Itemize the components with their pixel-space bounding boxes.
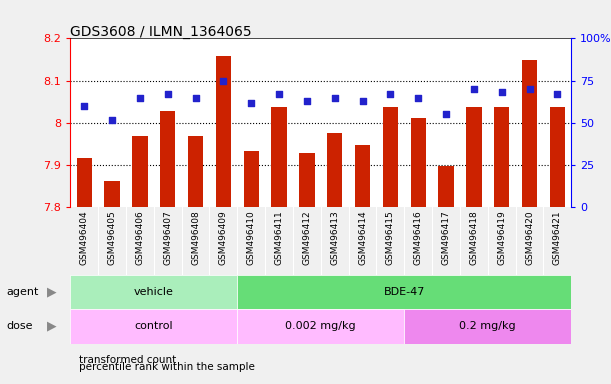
- Bar: [411, 118, 426, 207]
- Text: GDS3608 / ILMN_1364065: GDS3608 / ILMN_1364065: [70, 25, 252, 39]
- Text: 0.002 mg/kg: 0.002 mg/kg: [285, 321, 356, 331]
- Point: [246, 99, 256, 106]
- Text: GSM496412: GSM496412: [302, 211, 312, 265]
- Point: [386, 91, 395, 97]
- Text: GSM496410: GSM496410: [247, 211, 255, 265]
- Point: [413, 94, 423, 101]
- Text: GSM496413: GSM496413: [330, 211, 339, 265]
- Text: agent: agent: [6, 287, 38, 297]
- Text: GSM496417: GSM496417: [442, 211, 450, 265]
- Text: dose: dose: [6, 321, 32, 331]
- Bar: [404, 309, 571, 344]
- Text: GSM496404: GSM496404: [79, 211, 89, 265]
- Text: 0.2 mg/kg: 0.2 mg/kg: [459, 321, 516, 331]
- Point: [163, 91, 172, 97]
- Text: GSM496420: GSM496420: [525, 211, 534, 265]
- Text: GSM496411: GSM496411: [274, 211, 284, 265]
- Text: percentile rank within the sample: percentile rank within the sample: [79, 362, 255, 372]
- Text: GSM496419: GSM496419: [497, 211, 506, 265]
- Bar: [327, 134, 342, 207]
- Point: [357, 98, 367, 104]
- Bar: [70, 275, 237, 309]
- Bar: [76, 158, 92, 207]
- Point: [330, 94, 340, 101]
- Bar: [355, 145, 370, 207]
- Text: GSM496421: GSM496421: [553, 211, 562, 265]
- Text: GSM496406: GSM496406: [136, 211, 144, 265]
- Point: [107, 116, 117, 122]
- Bar: [522, 60, 537, 207]
- Text: GSM496405: GSM496405: [108, 211, 117, 265]
- Point: [552, 91, 562, 97]
- Bar: [237, 309, 404, 344]
- Point: [79, 103, 89, 109]
- Text: transformed count: transformed count: [79, 355, 177, 365]
- Bar: [216, 56, 231, 207]
- Point: [497, 89, 507, 96]
- Point: [135, 94, 145, 101]
- Bar: [271, 107, 287, 207]
- Point: [441, 111, 451, 118]
- Bar: [244, 151, 259, 207]
- Text: GSM496414: GSM496414: [358, 211, 367, 265]
- Bar: [70, 309, 237, 344]
- Text: ▶: ▶: [47, 320, 57, 333]
- Bar: [160, 111, 175, 207]
- Text: GSM496409: GSM496409: [219, 211, 228, 265]
- Text: GSM496408: GSM496408: [191, 211, 200, 265]
- Text: GSM496407: GSM496407: [163, 211, 172, 265]
- Bar: [132, 136, 147, 207]
- Point: [274, 91, 284, 97]
- Bar: [438, 166, 454, 207]
- Text: GSM496415: GSM496415: [386, 211, 395, 265]
- Bar: [299, 153, 315, 207]
- Bar: [104, 181, 120, 207]
- Point: [191, 94, 200, 101]
- Point: [469, 86, 479, 92]
- Text: vehicle: vehicle: [134, 287, 174, 297]
- Point: [219, 78, 229, 84]
- Bar: [237, 275, 571, 309]
- Point: [302, 98, 312, 104]
- Text: GSM496416: GSM496416: [414, 211, 423, 265]
- Point: [525, 86, 535, 92]
- Text: ▶: ▶: [47, 285, 57, 298]
- Bar: [188, 136, 203, 207]
- Text: GSM496418: GSM496418: [469, 211, 478, 265]
- Bar: [382, 107, 398, 207]
- Bar: [550, 107, 565, 207]
- Bar: [466, 107, 481, 207]
- Text: control: control: [134, 321, 173, 331]
- Text: BDE-47: BDE-47: [384, 287, 425, 297]
- Bar: [494, 107, 510, 207]
